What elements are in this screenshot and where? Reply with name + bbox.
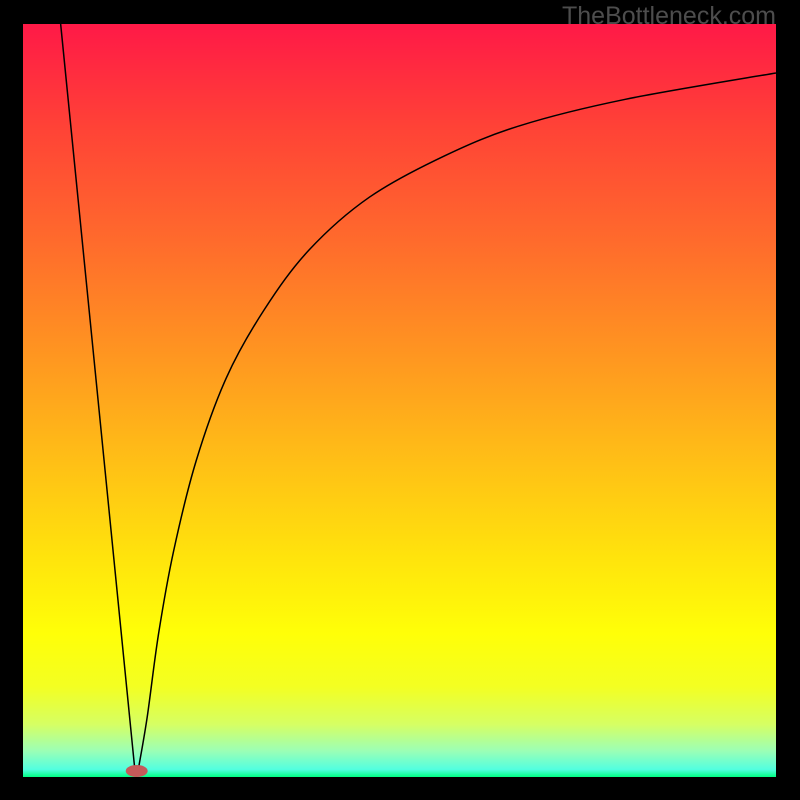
bottleneck-chart [0,0,800,800]
watermark-text: TheBottleneck.com [562,2,776,31]
plot-background [23,24,776,777]
chart-frame: TheBottleneck.com [0,0,800,800]
optimal-marker [126,765,148,777]
